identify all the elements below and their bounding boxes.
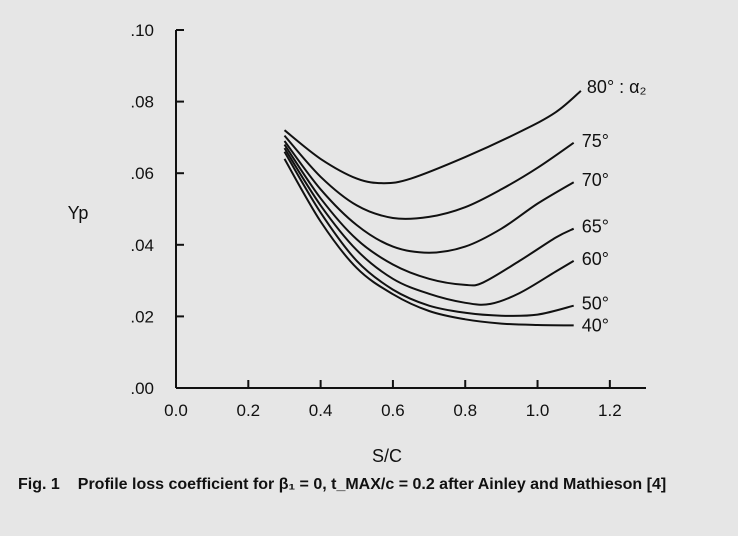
curve-labels: 80° : α₂ 75° 70° 65° 60° 50°40°: [582, 77, 647, 335]
y-tick-label: .06: [130, 164, 154, 183]
x-tick-label: 0.0: [164, 401, 188, 420]
y-axis-label: Yp: [68, 203, 89, 223]
series-line-60: [283, 147, 575, 306]
series-line-70: [283, 140, 575, 254]
series-line-50: [283, 151, 574, 317]
series-line-40: [283, 158, 574, 327]
figure-number: Fig. 1: [18, 476, 60, 493]
y-tick-label: .04: [130, 236, 154, 255]
series-line-75: [283, 134, 575, 220]
y-tick-label: .02: [130, 307, 154, 326]
figure-caption: Fig. 1 Profile loss coefficient for β₁ = …: [18, 474, 718, 495]
curve-label-65: 65°: [582, 217, 609, 237]
curve-label-75: 75°: [582, 131, 609, 151]
axes: 0.0 0.2 0.4 0.6 0.8 1.0 1.2 .00 .02 .04 .06 .08 .10 S…: [68, 21, 646, 466]
curve-label-80: 80° : α₂: [587, 77, 647, 97]
x-axis-label: S/C: [372, 446, 402, 466]
curve-label-60: 60°: [582, 249, 609, 269]
profile-loss-chart: 0.0 0.2 0.4 0.6 0.8 1.0 1.2 .00 .02 .04 .06 .08 .10 S…: [68, 21, 647, 466]
y-tick-label: .00: [130, 379, 154, 398]
x-tick-label: 0.8: [453, 401, 477, 420]
curve-label-70: 70°: [582, 170, 609, 190]
series-line-65: [283, 144, 575, 287]
x-tick-label: 1.2: [598, 401, 622, 420]
curves: [283, 90, 582, 327]
y-tick-label: .10: [130, 21, 154, 40]
curve-label-40: 40°: [582, 315, 609, 335]
x-tick-label: 0.6: [381, 401, 405, 420]
caption-text: Profile loss coefficient for β₁ = 0, t_M…: [77, 476, 667, 493]
x-tick-label: 1.0: [526, 401, 550, 420]
x-tick-label: 0.2: [236, 401, 260, 420]
y-tick-label: .08: [130, 93, 154, 112]
curve-label-50: 50°: [582, 294, 609, 314]
series-line-80: [283, 90, 582, 185]
x-tick-label: 0.4: [309, 401, 333, 420]
